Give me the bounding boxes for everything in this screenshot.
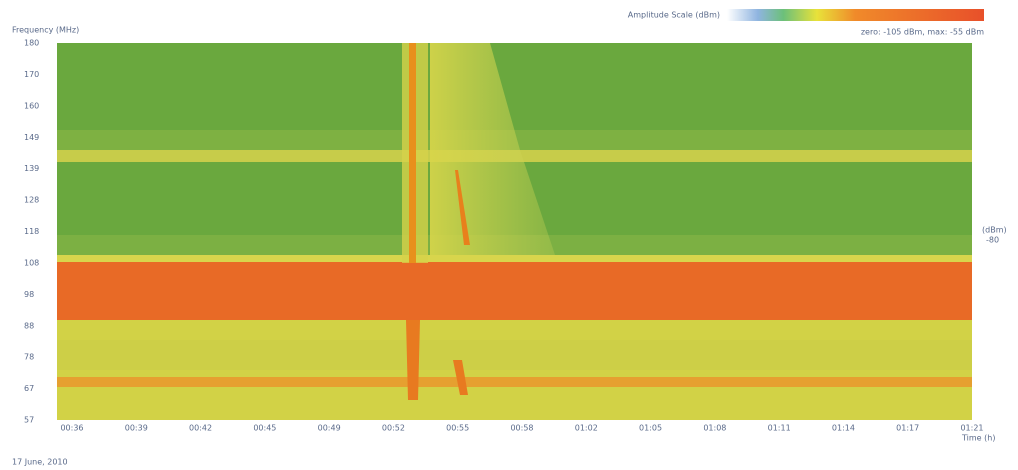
x-tick-label: 01:05 [639, 424, 662, 433]
scale-title: Amplitude Scale (dBm) [628, 11, 720, 20]
x-tick-label: 01:17 [896, 424, 919, 433]
x-tick-label: 01:11 [768, 424, 791, 433]
x-tick-label: 00:55 [446, 424, 469, 433]
y-tick-label: 118 [24, 227, 39, 236]
y-axis-title: Frequency (MHz) [12, 26, 79, 35]
x-tick-label: 01:08 [703, 424, 726, 433]
scale-range: zero: -105 dBm, max: -55 dBm [861, 28, 984, 37]
x-tick-label: 00:39 [125, 424, 148, 433]
y-tick-label: 88 [24, 321, 34, 330]
y-tick-label: 170 [24, 70, 39, 79]
x-tick-label: 00:58 [510, 424, 533, 433]
y-tick-label: 67 [24, 384, 34, 393]
right-title: (dBm) [982, 226, 1007, 235]
x-tick-label: 00:49 [318, 424, 341, 433]
y-tick-label: 57 [24, 416, 34, 425]
y-tick-label: 128 [24, 196, 39, 205]
x-tick-label: 00:36 [60, 424, 83, 433]
date: 17 June, 2010 [12, 458, 68, 467]
color-scale [727, 9, 984, 21]
y-tick-label: 98 [24, 290, 34, 299]
x-tick-label: 01:02 [575, 424, 598, 433]
x-tick-label: 00:45 [253, 424, 276, 433]
x-axis-title: Time (h) [961, 434, 995, 443]
y-tick-label: 149 [24, 133, 39, 142]
x-tick-label: 01:14 [832, 424, 855, 433]
y-tick-label: 160 [24, 101, 39, 110]
y-tick-label: 180 [24, 39, 39, 48]
y-tick-label: 78 [24, 353, 34, 362]
x-tick-label: 01:21 [960, 424, 983, 433]
x-tick-label: 00:42 [189, 424, 212, 433]
y-tick-label: 139 [24, 164, 39, 173]
y-tick-label: 108 [24, 258, 39, 267]
right-value: -80 [986, 236, 999, 245]
x-tick-label: 00:52 [382, 424, 405, 433]
plot-area [57, 43, 972, 420]
